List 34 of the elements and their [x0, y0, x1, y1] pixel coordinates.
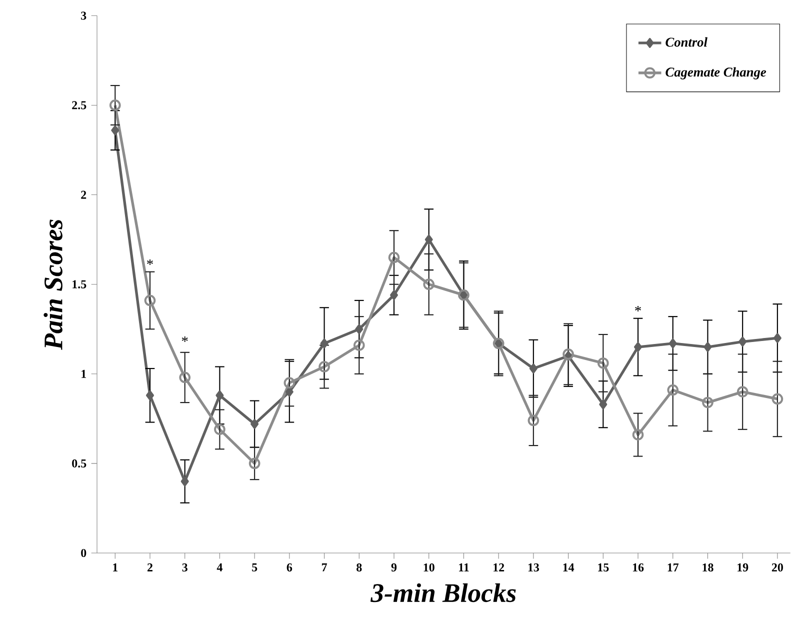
legend-label: Control — [666, 37, 708, 47]
y-tick-label: 1 — [82, 370, 86, 378]
x-tick-label: 5 — [252, 563, 258, 572]
x-tick-label: 7 — [322, 563, 327, 572]
x-tick-label: 18 — [702, 563, 714, 572]
y-tick-label: 2.5 — [72, 101, 86, 110]
y-axis-title: Pain Scores — [44, 220, 62, 350]
x-axis-title: 3-min Blocks — [370, 583, 516, 602]
y-tick-label: 1.5 — [72, 280, 86, 288]
y-tick-label: 2 — [81, 190, 86, 199]
x-tick-label: 17 — [668, 563, 679, 572]
annotation: * — [182, 336, 188, 342]
x-tick-label: 16 — [632, 563, 644, 572]
x-tick-label: 1 — [113, 563, 118, 572]
legend-label: Cagemate Change — [666, 67, 766, 80]
x-tick-label: 14 — [563, 563, 574, 572]
x-tick-label: 20 — [772, 563, 783, 572]
x-tick-label: 13 — [528, 563, 540, 572]
x-tick-label: 10 — [424, 563, 434, 572]
y-tick-label: 0 — [81, 548, 86, 558]
x-tick-label: 19 — [738, 563, 748, 572]
y-tick-label: 3 — [81, 12, 86, 20]
y-tick-label: 0.5 — [72, 459, 86, 468]
x-tick-label: 9 — [391, 563, 397, 572]
x-tick-label: 2 — [147, 563, 152, 572]
x-tick-label: 4 — [216, 563, 222, 572]
annotation: * — [635, 306, 641, 312]
x-tick-label: 12 — [494, 563, 504, 572]
annotation: * — [147, 259, 153, 265]
x-tick-label: 6 — [286, 563, 292, 572]
x-tick-label: 8 — [356, 563, 362, 572]
x-tick-label: 11 — [459, 563, 469, 572]
x-tick-label: 15 — [598, 563, 609, 572]
x-tick-label: 3 — [182, 563, 188, 572]
